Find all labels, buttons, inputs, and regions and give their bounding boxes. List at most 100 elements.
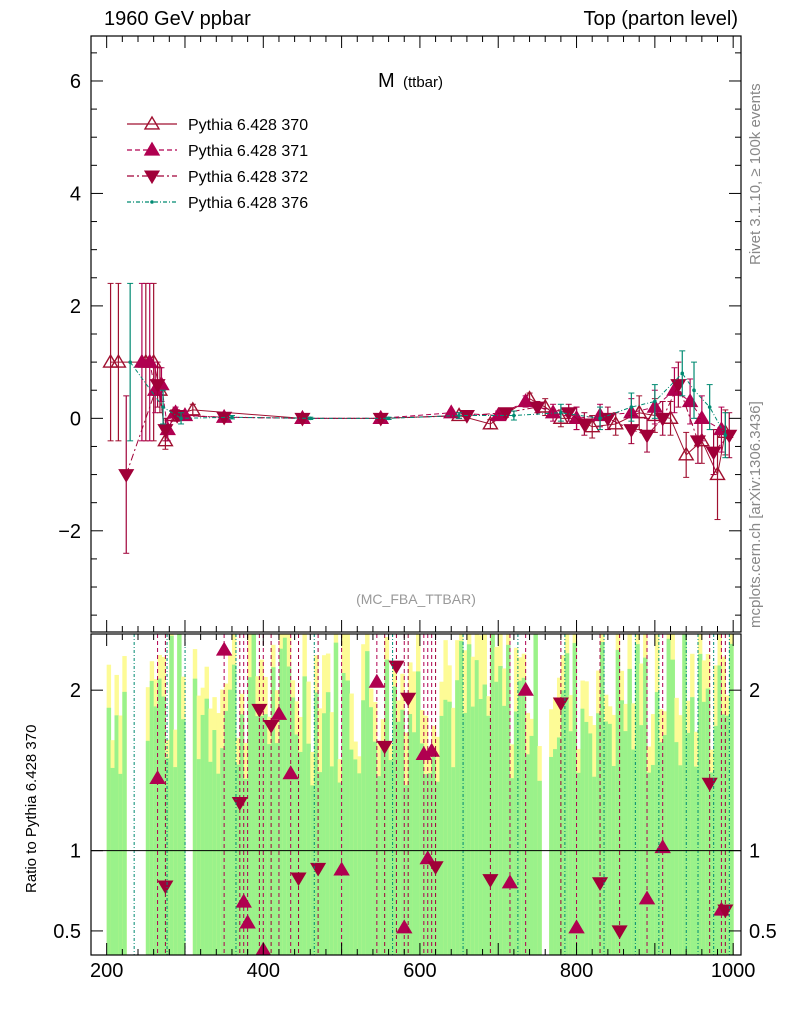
green-band [325, 692, 331, 955]
green-band [439, 715, 444, 955]
data-point [583, 418, 601, 433]
green-band [306, 743, 311, 955]
green-band [556, 737, 562, 955]
green-band [286, 666, 292, 955]
data-point [607, 415, 624, 430]
green-band [396, 721, 401, 955]
green-band [400, 709, 405, 955]
data-point [184, 401, 202, 416]
ratio-y-tick-label: 1 [70, 841, 81, 863]
green-band [192, 678, 198, 955]
green-band [729, 643, 734, 955]
green-band [290, 697, 296, 955]
green-band [310, 785, 315, 955]
ratio-point [157, 880, 174, 895]
green-band [177, 634, 182, 955]
process-label: Top (parton level) [583, 8, 738, 30]
data-point [443, 404, 460, 419]
green-band [517, 680, 523, 955]
data-point [576, 418, 593, 433]
ratio-y-tick-label: 0.5 [53, 921, 81, 943]
ratio-point [333, 861, 350, 876]
ratio-point [368, 673, 386, 688]
data-point [386, 416, 391, 421]
ratio-point [517, 681, 534, 696]
data-point [110, 353, 127, 368]
ratio-point [568, 919, 585, 934]
green-band [709, 772, 715, 955]
green-band [259, 716, 264, 955]
y-tick-label: 6 [70, 71, 81, 93]
data-point [179, 416, 183, 421]
legend: Pythia 6.428 370 Pythia 6.428 371 Pythia 6… [127, 115, 308, 212]
green-band [369, 707, 374, 955]
green-band [235, 764, 241, 955]
green-band [431, 756, 437, 955]
green-band [416, 671, 421, 955]
data-point [689, 435, 706, 450]
green-band [513, 711, 519, 955]
green-band [509, 778, 515, 955]
ratio-point [239, 914, 256, 929]
green-band [408, 714, 413, 955]
green-band [443, 699, 448, 955]
data-point [157, 424, 174, 438]
green-band [670, 659, 675, 955]
data-point [490, 407, 507, 422]
series-line [129, 361, 726, 436]
green-band [212, 730, 217, 955]
green-band [584, 721, 589, 955]
green-band [376, 776, 382, 955]
green-band [118, 773, 123, 955]
series-line [110, 361, 726, 477]
data-point [216, 411, 233, 426]
plot-title-main: M [378, 70, 395, 92]
legend-label: Pythia 6.428 376 [188, 195, 308, 212]
green-band [572, 642, 578, 955]
green-band [106, 707, 112, 955]
analysis-tag: (MC_FBA_TTBAR) [356, 591, 476, 607]
green-band [251, 634, 256, 955]
green-band [690, 697, 695, 955]
green-band [639, 725, 644, 955]
ratio-y-tick-label: 2 [70, 680, 81, 702]
data-point [458, 410, 475, 424]
green-band [349, 749, 354, 955]
green-band [314, 692, 319, 955]
legend-label: Pythia 6.428 370 [188, 117, 308, 134]
green-band [451, 767, 456, 955]
ratio-point [638, 890, 656, 905]
green-band [243, 778, 249, 955]
rivet-version-label: Rivet 3.1.10, ≥ 100k events [747, 83, 764, 265]
y-tick-label: 2 [70, 296, 81, 318]
green-band [588, 733, 593, 955]
legend-marker [150, 200, 154, 204]
data-point [149, 379, 166, 393]
y-tick-label: 4 [70, 183, 81, 205]
green-band [682, 634, 687, 955]
green-band [361, 700, 366, 955]
green-band [486, 715, 491, 955]
ratio-axis-ticks: 0.5 0.5 1 1 2 2 [53, 680, 777, 943]
green-band [576, 772, 581, 955]
green-band [412, 732, 417, 955]
green-band [498, 665, 503, 955]
green-band [157, 678, 162, 955]
ratio-point [427, 861, 444, 875]
x-tick-label: 800 [560, 960, 593, 982]
green-band [701, 701, 707, 955]
green-band [282, 637, 288, 955]
green-band [678, 765, 683, 955]
data-point [705, 446, 722, 461]
data-point [629, 405, 634, 409]
data-point [559, 410, 563, 415]
legend-label: Pythia 6.428 372 [188, 169, 308, 186]
ratio-point [482, 874, 499, 888]
green-band [560, 690, 566, 955]
green-band [216, 773, 221, 955]
main-series [102, 282, 738, 554]
green-band [110, 767, 115, 955]
ratio-plot-frame [90, 633, 742, 956]
green-band [635, 644, 640, 955]
